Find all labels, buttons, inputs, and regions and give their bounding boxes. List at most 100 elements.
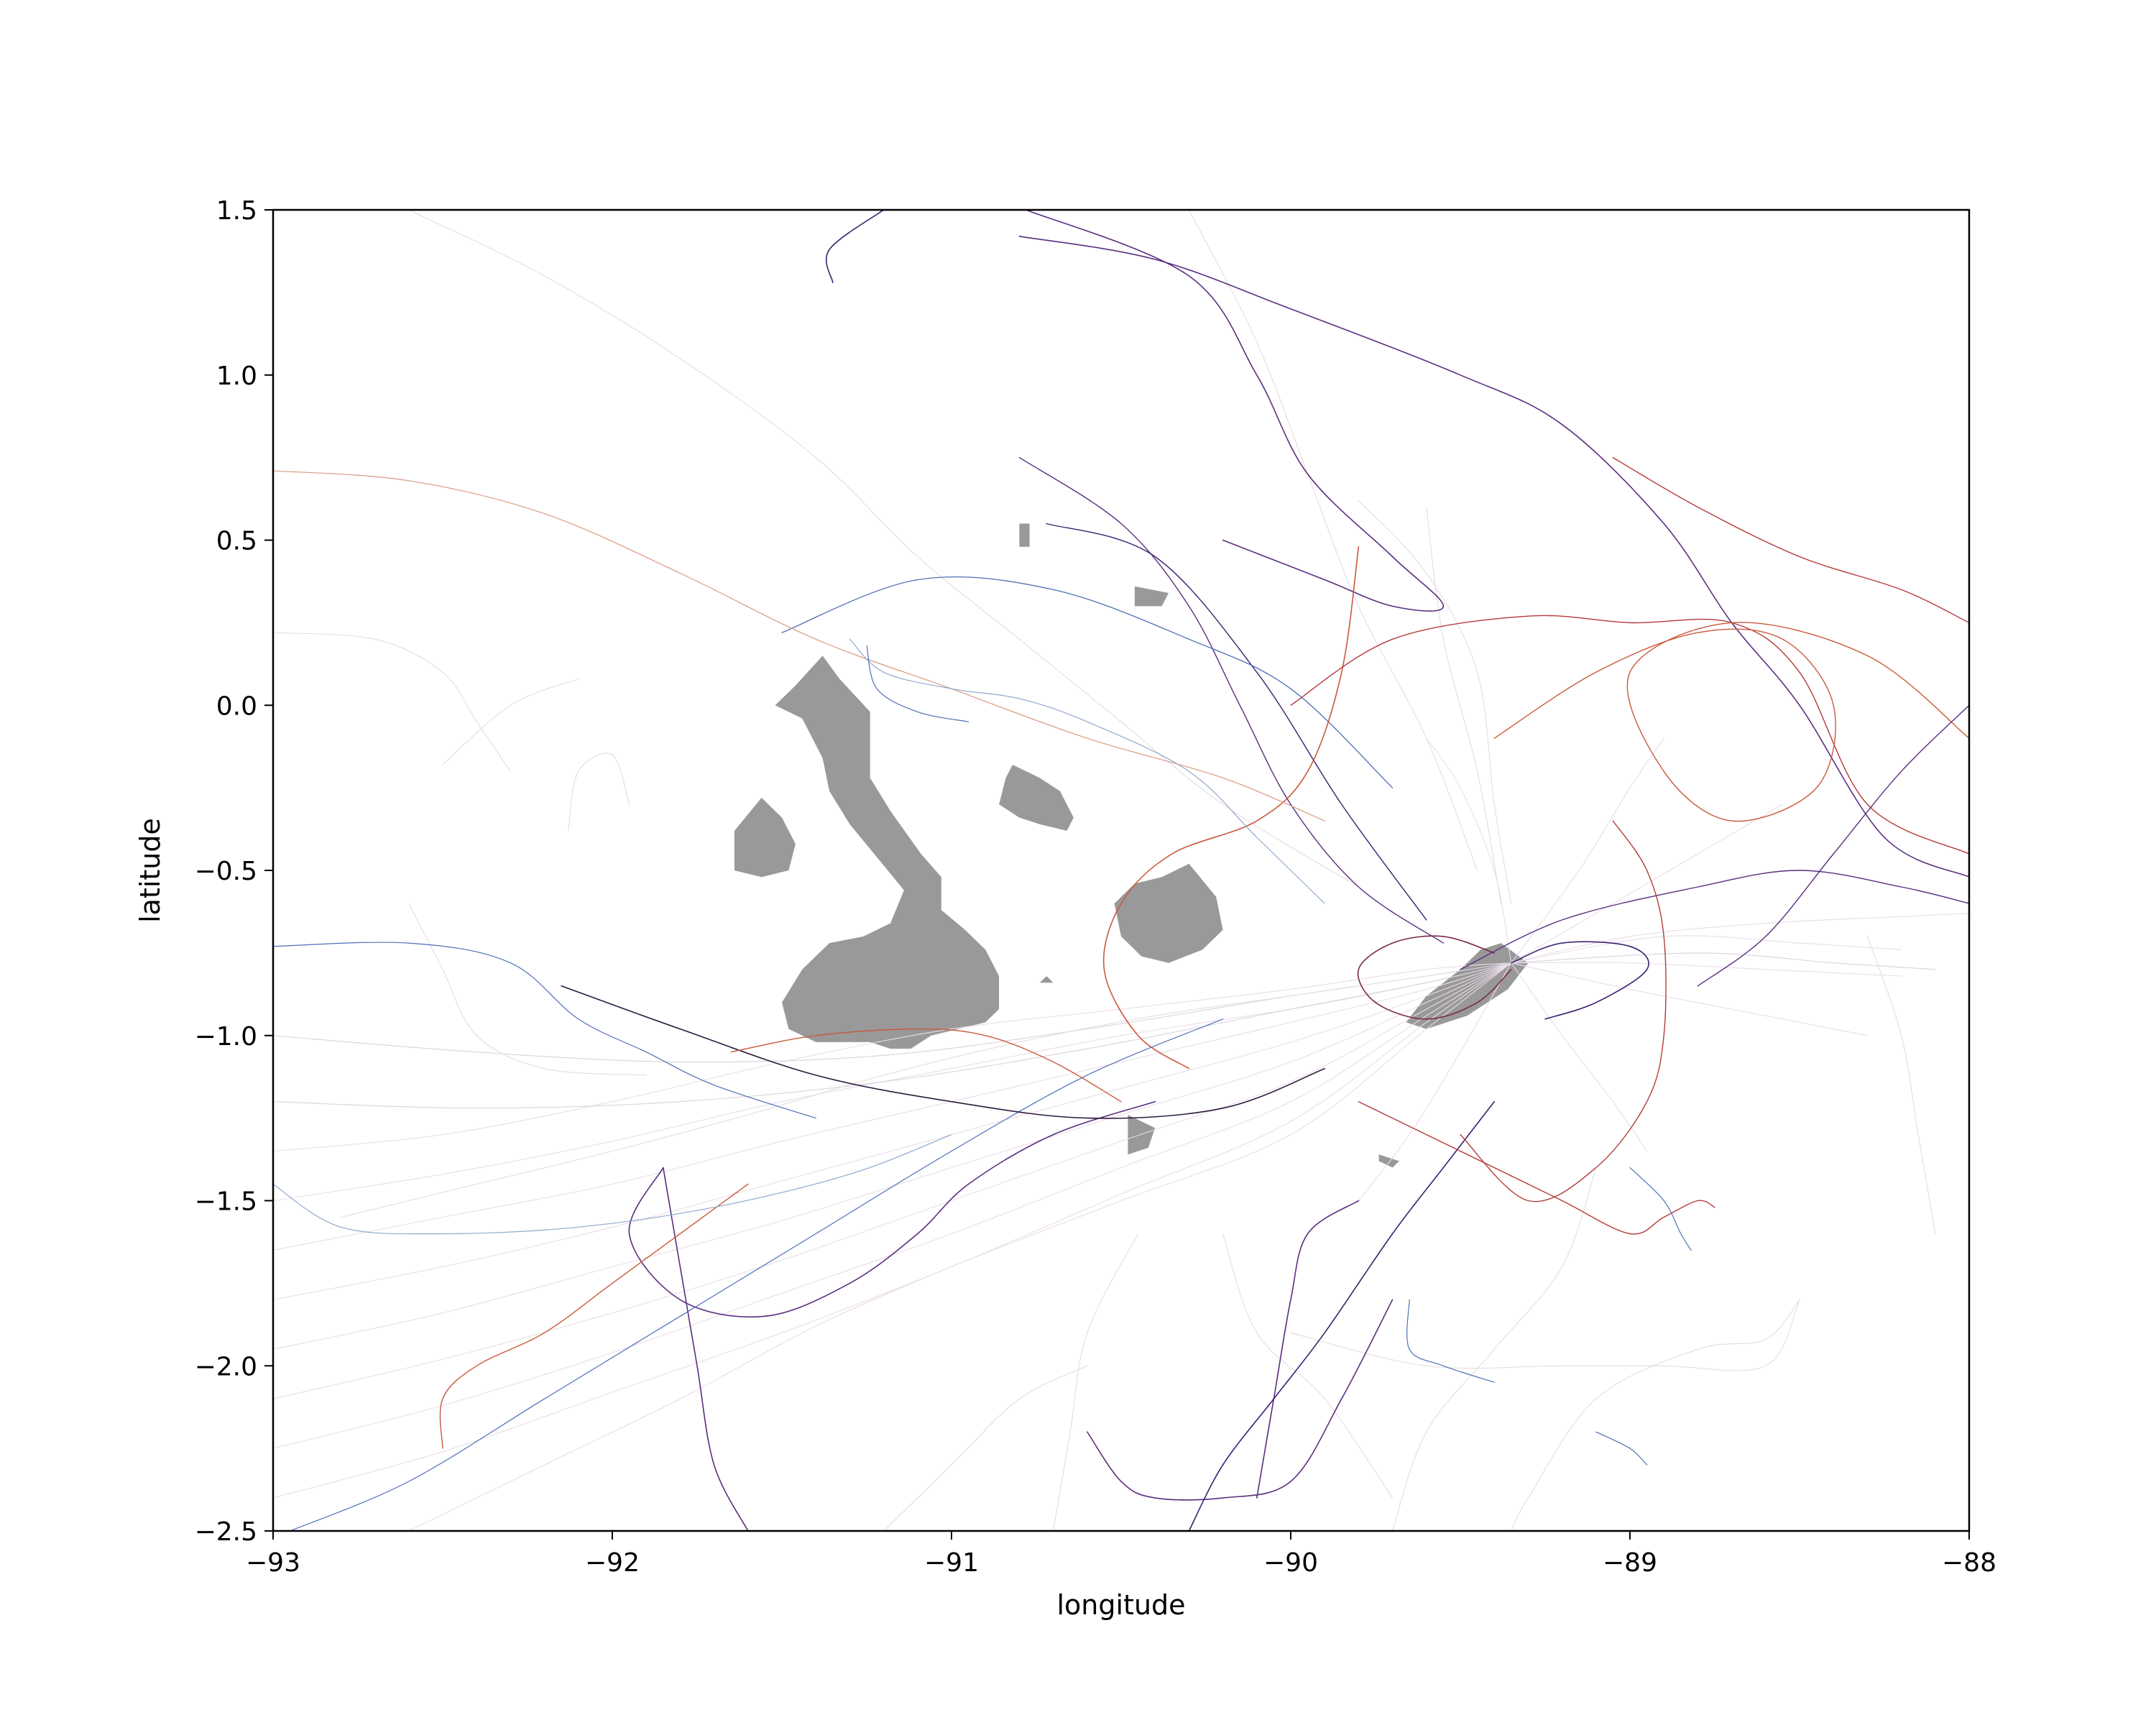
x-tick-label: −91 [924, 1548, 979, 1578]
y-tick-label: −1.5 [195, 1187, 257, 1217]
trajectory-line [1188, 210, 1478, 871]
trajectory-line [1358, 500, 1512, 904]
trajectory-line [273, 962, 1512, 1109]
trajectory-line [273, 962, 1512, 1449]
trajectory-line [442, 678, 579, 765]
y-tick-label: 1.0 [216, 362, 257, 391]
trajectory-line [849, 638, 1325, 904]
trajectory-line [1102, 546, 1360, 1070]
y-tick-label: −2.5 [195, 1517, 257, 1547]
trajectory-line [1493, 622, 1969, 822]
island-rabida [1039, 976, 1054, 983]
trajectory-line [273, 962, 1512, 1152]
trajectory-line [1290, 1299, 1800, 1371]
trajectory-line [1053, 1233, 1139, 1531]
trajectory-layer [273, 210, 1969, 1531]
trajectory-line [883, 1365, 1088, 1531]
island-santa-cruz [1114, 863, 1223, 963]
trajectory-line [1511, 737, 1664, 964]
x-axis-label: longitude [1056, 1589, 1185, 1621]
trajectory-line [1046, 523, 1427, 921]
x-tick-label: −92 [585, 1548, 640, 1578]
trajectory-line [408, 903, 647, 1076]
trajectory-line [561, 985, 1325, 1119]
island-san-cristobal [1406, 943, 1529, 1029]
trajectory-line [866, 645, 969, 722]
trajectory-line [340, 975, 1427, 1218]
trajectory-line [1511, 1299, 1800, 1531]
trajectory-line [1406, 1299, 1495, 1383]
trajectory-line [1511, 962, 1902, 977]
trajectory-line [439, 1183, 749, 1449]
trajectory-line [1357, 935, 1512, 1020]
trajectory-line [568, 753, 630, 832]
trajectory-line [1511, 941, 1649, 1020]
trajectory-line [1866, 936, 1936, 1235]
trajectory-line [1290, 615, 1969, 855]
trajectory-line [1087, 1299, 1393, 1501]
trajectory-line [273, 962, 1512, 1300]
y-axis: 1.5 1.0 0.5 0.0 −0.5 −1.0 −1.5 −2.0 −2.5 [195, 196, 273, 1547]
x-tick-label: −89 [1603, 1548, 1657, 1578]
trajectory-line [781, 576, 1393, 788]
y-tick-label: 0.5 [216, 527, 257, 556]
trajectory-line [273, 942, 816, 1119]
y-tick-label: −1.0 [195, 1022, 257, 1052]
trajectory-line [1426, 737, 1512, 964]
trajectory-line [273, 962, 1512, 1350]
trajectory-line [628, 1100, 1156, 1318]
x-axis: −93 −92 −91 −90 −89 −88 [246, 1531, 1996, 1578]
trajectory-line [1595, 1431, 1648, 1466]
trajectory-line [273, 470, 1325, 822]
trajectory-line [663, 1167, 749, 1531]
y-tick-label: 1.5 [216, 196, 257, 226]
y-tick-label: −2.0 [195, 1352, 257, 1381]
trajectory-line [1222, 1233, 1393, 1499]
trajectory-line [1511, 913, 1969, 964]
trajectory-line [273, 1134, 952, 1235]
land-layer [734, 523, 1529, 1168]
island-santiago [999, 765, 1074, 831]
trajectory-line [1511, 935, 1902, 964]
y-tick-label: 0.0 [216, 691, 257, 721]
trajectory-line [1511, 962, 1868, 1036]
trajectory-line [1460, 870, 1969, 970]
trajectory-line [1018, 236, 1969, 878]
trajectory-line [273, 962, 1512, 1202]
trajectory-line [1511, 804, 1783, 964]
x-tick-label: −90 [1263, 1548, 1318, 1578]
trajectory-line [1358, 1101, 1715, 1235]
trajectory-line [730, 1028, 1122, 1103]
trajectory-line [825, 210, 885, 283]
trajectory-line [408, 210, 1359, 888]
x-tick-label: −93 [246, 1548, 300, 1578]
island-espanola [1378, 1154, 1399, 1168]
trajectory-line [1612, 456, 1969, 624]
island-pinta [1019, 523, 1030, 547]
island-marchena [1134, 586, 1169, 607]
trajectory-line [273, 962, 1512, 1399]
trajectory-line [1629, 1167, 1692, 1251]
y-tick-label: −0.5 [195, 857, 257, 886]
trajectory-line [408, 962, 1512, 1531]
island-fernandina [734, 797, 796, 878]
trajectory-line [1460, 820, 1667, 1202]
y-axis-label: latitude [134, 818, 166, 923]
trajectory-line [273, 962, 1512, 1251]
trajectory-line [1188, 1100, 1495, 1531]
trajectory-line [1426, 506, 1502, 904]
trajectory-line [1392, 1167, 1597, 1531]
trajectory-line [1697, 704, 1969, 987]
trajectory-line [1358, 962, 1512, 1202]
trajectory-line [1256, 1200, 1360, 1499]
trajectory-line [273, 632, 511, 772]
x-tick-label: −88 [1942, 1548, 1996, 1578]
trajectory-line [290, 1018, 1224, 1531]
trajectory-line [1026, 210, 1445, 612]
plot-area [273, 210, 1969, 1531]
trajectory-line [1511, 952, 1936, 970]
island-isabela [775, 656, 1000, 1049]
trajectory-line [1018, 456, 1445, 944]
